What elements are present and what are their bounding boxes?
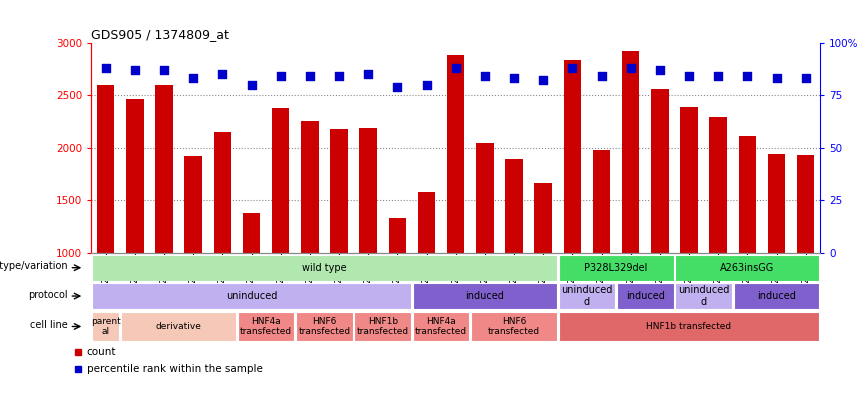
Bar xyxy=(126,99,143,253)
Text: induced: induced xyxy=(465,291,504,301)
Bar xyxy=(122,311,236,341)
Bar xyxy=(92,255,557,281)
Point xyxy=(711,73,725,79)
Point xyxy=(682,73,696,79)
Point xyxy=(449,64,463,71)
Bar xyxy=(331,129,348,253)
Bar xyxy=(92,311,120,341)
Bar xyxy=(418,192,435,253)
Point xyxy=(770,75,784,81)
Bar xyxy=(471,311,557,341)
Point xyxy=(128,67,141,73)
Text: HNF1b transfected: HNF1b transfected xyxy=(647,322,732,331)
Point xyxy=(478,73,492,79)
Bar xyxy=(97,85,115,253)
Bar xyxy=(272,108,289,253)
Text: HNF4a
transfected: HNF4a transfected xyxy=(240,317,293,336)
Bar xyxy=(389,218,406,253)
Bar xyxy=(185,156,202,253)
Text: derivative: derivative xyxy=(155,322,201,331)
Text: cell line: cell line xyxy=(30,320,68,330)
Bar xyxy=(535,183,552,253)
Point xyxy=(303,73,317,79)
Text: uninduced
d: uninduced d xyxy=(678,285,729,307)
Point xyxy=(507,75,521,81)
Point xyxy=(624,64,638,71)
Bar xyxy=(675,283,732,309)
Point xyxy=(99,64,113,71)
Text: genotype/variation: genotype/variation xyxy=(0,261,68,271)
Text: wild type: wild type xyxy=(302,263,347,273)
Bar xyxy=(354,311,411,341)
Point xyxy=(419,81,433,88)
Bar xyxy=(681,107,698,253)
Bar xyxy=(733,283,819,309)
Bar xyxy=(359,128,377,253)
Text: uninduced
d: uninduced d xyxy=(562,285,613,307)
Text: induced: induced xyxy=(626,291,665,301)
Point xyxy=(536,77,550,84)
Bar xyxy=(505,160,523,253)
Bar xyxy=(92,283,411,309)
Bar xyxy=(622,51,640,253)
Bar xyxy=(214,132,231,253)
Text: HNF1b
transfected: HNF1b transfected xyxy=(357,317,409,336)
Text: HNF6
transfected: HNF6 transfected xyxy=(299,317,351,336)
Point xyxy=(157,67,171,73)
Bar xyxy=(413,283,557,309)
Bar xyxy=(296,311,352,341)
Point xyxy=(565,64,579,71)
Point xyxy=(740,73,754,79)
Point xyxy=(653,67,667,73)
Point xyxy=(187,75,201,81)
Point xyxy=(332,73,346,79)
Text: uninduced: uninduced xyxy=(226,291,277,301)
Bar xyxy=(768,154,786,253)
Bar xyxy=(563,60,581,253)
Bar xyxy=(301,122,319,253)
Text: HNF4a
transfected: HNF4a transfected xyxy=(415,317,467,336)
Bar xyxy=(559,255,674,281)
Point xyxy=(595,73,608,79)
Bar xyxy=(559,311,819,341)
Bar xyxy=(675,255,819,281)
Text: count: count xyxy=(87,347,116,358)
Bar xyxy=(617,283,674,309)
Point xyxy=(245,81,259,88)
Text: protocol: protocol xyxy=(28,290,68,300)
Text: GDS905 / 1374809_at: GDS905 / 1374809_at xyxy=(91,28,229,41)
Point xyxy=(391,83,404,90)
Bar xyxy=(477,143,494,253)
Text: percentile rank within the sample: percentile rank within the sample xyxy=(87,364,263,374)
Bar xyxy=(559,283,615,309)
Text: HNF6
transfected: HNF6 transfected xyxy=(488,317,540,336)
Text: P328L329del: P328L329del xyxy=(584,263,648,273)
Bar xyxy=(739,136,756,253)
Point xyxy=(799,75,812,81)
Bar xyxy=(243,213,260,253)
Bar xyxy=(155,85,173,253)
Point xyxy=(361,71,375,77)
Point xyxy=(273,73,287,79)
Bar xyxy=(593,150,610,253)
Text: parent
al: parent al xyxy=(91,317,121,336)
Bar xyxy=(447,55,464,253)
Bar xyxy=(413,311,470,341)
Text: A263insGG: A263insGG xyxy=(720,263,774,273)
Point xyxy=(215,71,229,77)
Text: induced: induced xyxy=(757,291,796,301)
Bar xyxy=(797,155,814,253)
Bar xyxy=(709,117,727,253)
Bar xyxy=(651,89,668,253)
Bar xyxy=(238,311,294,341)
